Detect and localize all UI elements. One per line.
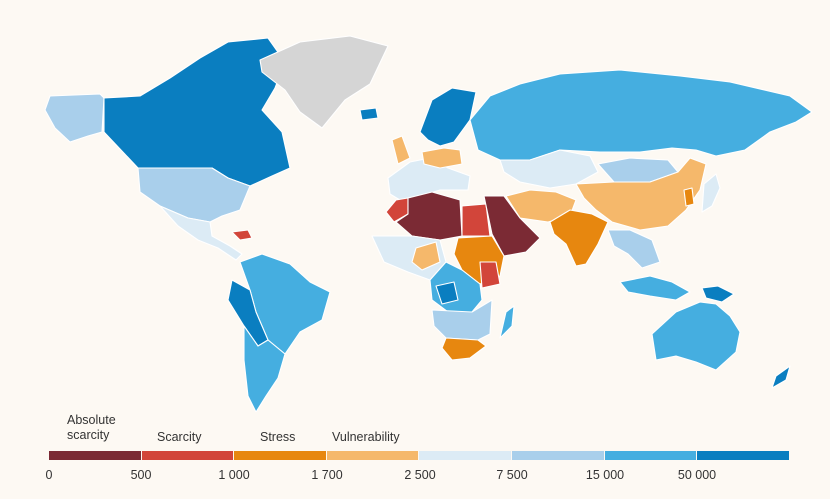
legend-tick-2500: 2 500 — [404, 468, 436, 482]
legend-tick-1700: 1 700 — [311, 468, 343, 482]
region-korea — [683, 187, 695, 207]
region-chile-argentina — [243, 325, 286, 412]
region-south-africa — [441, 337, 487, 361]
legend-swatch-2 — [234, 451, 326, 460]
legend-label-absolute-scarcity: Absolute scarcity — [67, 413, 116, 442]
region-southern-africa — [431, 299, 493, 341]
region-greenland — [259, 35, 389, 129]
region-uk — [391, 135, 411, 165]
legend-swatch-3 — [326, 451, 419, 460]
region-nigeria — [411, 241, 441, 271]
region-congo — [435, 281, 459, 305]
legend-swatch-5 — [512, 451, 604, 460]
legend-tick-0: 0 — [45, 468, 53, 482]
region-poland — [421, 147, 463, 169]
legend-tick-50000: 50 000 — [677, 468, 717, 482]
region-australia — [651, 301, 741, 371]
legend-swatch-6 — [604, 451, 697, 460]
region-southeast-asia — [607, 229, 661, 269]
region-new-zealand — [771, 365, 791, 389]
world-water-map — [44, 35, 813, 412]
legend-swatch-4 — [419, 451, 511, 460]
region-iran-afghanistan — [505, 189, 577, 223]
region-kenya — [479, 261, 501, 289]
legend-label-vulnerability: Vulnerability — [332, 430, 400, 444]
region-iceland — [359, 107, 379, 121]
legend-swatch-7 — [697, 451, 789, 460]
region-egypt — [461, 203, 491, 237]
legend-swatch-1 — [141, 451, 234, 460]
region-caribbean — [231, 229, 253, 241]
region-scandinavia — [419, 87, 477, 147]
region-indonesia — [619, 275, 691, 301]
legend-label-scarcity: Scarcity — [157, 430, 202, 444]
legend-tick-15000: 15 000 — [585, 468, 625, 482]
region-mexico-central-america — [159, 205, 243, 261]
legend-tick-1000: 1 000 — [218, 468, 250, 482]
region-arabian-peninsula — [483, 195, 541, 257]
region-kazakhstan — [499, 149, 599, 189]
region-japan — [701, 173, 721, 213]
region-india-pakistan — [549, 209, 609, 267]
region-russia — [469, 69, 813, 161]
region-madagascar — [499, 305, 515, 339]
legend-tick-7500: 7 500 — [496, 468, 528, 482]
legend-swatch-0 — [49, 451, 141, 460]
region-papua — [701, 285, 735, 303]
legend-label-stress: Stress — [260, 430, 296, 444]
region-alaska — [44, 93, 105, 143]
legend-tick-500: 500 — [130, 468, 152, 482]
